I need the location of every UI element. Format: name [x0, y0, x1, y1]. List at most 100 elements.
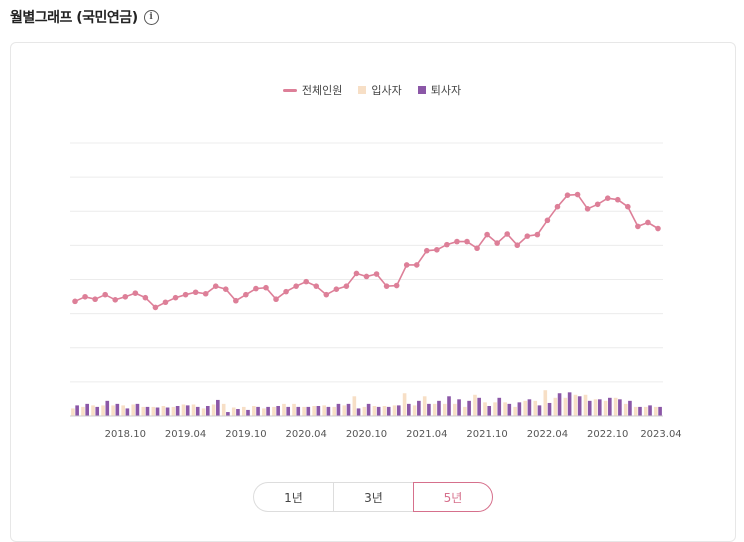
info-icon[interactable]: i	[143, 9, 159, 25]
bar-hires	[543, 390, 548, 416]
bar-exits	[427, 403, 431, 416]
bar-exits	[396, 405, 401, 416]
bar-exits	[135, 403, 140, 416]
total-point	[424, 247, 430, 254]
total-point	[373, 271, 380, 277]
bar-hires	[231, 407, 236, 416]
legend-swatch-hires	[358, 86, 367, 94]
bar-exits	[658, 406, 662, 416]
bar-exits	[537, 405, 542, 416]
bar-hires	[442, 403, 447, 416]
bar-exits	[376, 406, 381, 416]
total-point	[112, 297, 119, 303]
legend-swatch-total	[282, 88, 297, 92]
bar-exits	[306, 406, 311, 416]
bar-hires	[131, 404, 136, 416]
total-point	[383, 283, 390, 289]
bar-exits	[386, 406, 391, 416]
total-point	[273, 296, 279, 303]
bar-hires	[372, 405, 377, 416]
bar-hires	[81, 406, 85, 416]
legend-item-hires[interactable]: 입사자	[358, 82, 402, 98]
chart-card	[10, 42, 736, 542]
bar-hires	[272, 406, 276, 416]
range-1y-button[interactable]: 1년	[253, 482, 333, 512]
x-tick-label: 2020.10	[346, 429, 387, 440]
total-point	[393, 282, 400, 289]
total-point	[253, 285, 259, 292]
total-point	[142, 294, 149, 301]
bar-hires	[322, 405, 326, 416]
bar-exits	[276, 405, 280, 416]
total-point	[192, 289, 199, 296]
legend-label-total: 전체인원	[301, 84, 343, 97]
total-point	[604, 195, 611, 202]
bar-hires	[563, 397, 568, 416]
bar-exits	[236, 409, 240, 416]
bar-hires	[71, 408, 75, 416]
total-point	[574, 191, 581, 198]
x-tick-label: 2018.10	[105, 429, 146, 440]
bar-exits	[447, 396, 451, 416]
bar-hires	[161, 405, 166, 416]
bar-exits	[256, 406, 260, 416]
bar-exits	[557, 393, 562, 416]
bar-exits	[125, 408, 130, 416]
range-3y-button[interactable]: 3년	[333, 482, 413, 512]
bar-exits	[417, 400, 421, 416]
bar-exits	[366, 403, 371, 416]
bar-hires	[533, 400, 538, 416]
total-point	[263, 284, 269, 291]
x-tick-label: 2023.04	[640, 429, 681, 440]
bar-hires	[644, 406, 648, 416]
bar-hires	[593, 399, 598, 416]
bar-exits	[165, 407, 170, 416]
bar-hires	[252, 405, 256, 416]
bar-hires	[181, 404, 186, 416]
total-point	[72, 298, 78, 305]
total-point	[303, 278, 309, 285]
bar-hires	[422, 396, 427, 416]
total-point	[102, 291, 108, 298]
total-point	[313, 283, 320, 289]
total-point	[534, 231, 541, 238]
x-tick-label: 2022.10	[587, 429, 628, 440]
bar-exits	[527, 399, 532, 416]
bar-hires	[613, 397, 618, 416]
bar-exits	[497, 397, 502, 416]
bar-exits	[608, 397, 612, 416]
bar-hires	[513, 406, 517, 416]
bar-hires	[503, 402, 507, 416]
bar-exits	[638, 406, 642, 416]
bar-hires	[583, 394, 588, 416]
legend-item-exits[interactable]: 퇴사자	[417, 82, 461, 98]
bar-exits	[407, 403, 411, 416]
bar-exits	[246, 409, 250, 416]
bar-hires	[633, 406, 638, 416]
bar-hires	[573, 394, 578, 416]
bar-exits	[587, 400, 592, 416]
bar-hires	[432, 403, 437, 416]
bar-exits	[628, 400, 632, 416]
bar-exits	[356, 408, 361, 416]
total-point	[172, 294, 179, 301]
bar-hires	[191, 404, 196, 416]
total-point	[524, 233, 531, 239]
bar-exits	[185, 405, 190, 416]
bar-exits	[457, 399, 461, 416]
bar-exits	[567, 392, 572, 416]
bar-hires	[91, 405, 95, 416]
x-tick-label: 2021.10	[466, 429, 507, 440]
bar-hires	[292, 403, 296, 416]
range-5y-button[interactable]: 5년	[413, 482, 493, 512]
bar-hires	[603, 400, 608, 416]
bar-hires	[302, 406, 306, 416]
total-point	[614, 196, 621, 203]
bar-exits	[597, 399, 602, 416]
total-point	[323, 291, 330, 298]
bar-exits	[326, 406, 331, 416]
bar-hires	[623, 403, 628, 416]
legend-item-total[interactable]: 전체인원	[282, 82, 343, 98]
total-point	[403, 262, 410, 268]
bar-hires	[282, 403, 286, 416]
